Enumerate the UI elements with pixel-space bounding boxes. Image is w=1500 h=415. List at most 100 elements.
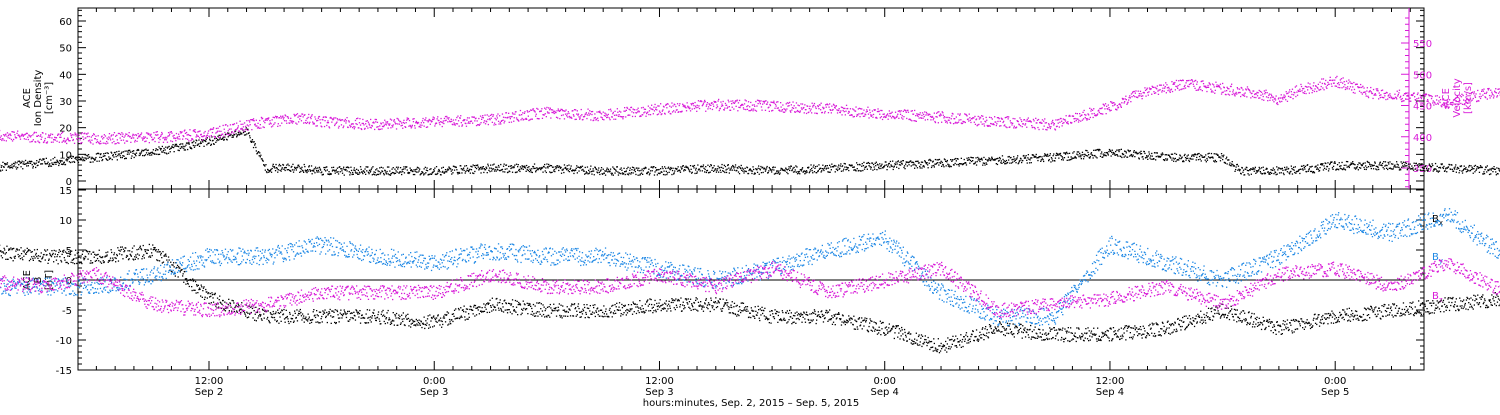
density-point bbox=[158, 146, 159, 147]
density-point bbox=[198, 139, 199, 140]
density-point bbox=[1478, 167, 1479, 168]
velocity-point bbox=[97, 141, 98, 142]
density-point bbox=[1403, 166, 1404, 167]
velocity-point bbox=[256, 120, 257, 121]
density-point bbox=[346, 170, 347, 171]
density-point bbox=[1304, 168, 1305, 169]
velocity-point bbox=[474, 120, 475, 121]
density-point bbox=[672, 168, 673, 169]
density-point bbox=[753, 169, 754, 170]
density-point bbox=[804, 170, 805, 171]
velocity-point bbox=[178, 138, 179, 139]
density-point bbox=[323, 174, 324, 175]
density-point bbox=[524, 166, 525, 167]
density-point bbox=[1366, 167, 1367, 168]
velocity-point bbox=[38, 135, 39, 136]
density-point bbox=[1452, 169, 1453, 170]
density-point bbox=[319, 167, 320, 168]
density-point bbox=[477, 164, 478, 165]
velocity-point bbox=[242, 129, 243, 130]
density-point bbox=[1384, 168, 1385, 169]
density-point bbox=[147, 154, 148, 155]
velocity-point bbox=[179, 138, 180, 139]
density-point bbox=[1456, 169, 1457, 170]
density-point bbox=[638, 175, 639, 176]
density-point bbox=[986, 162, 987, 163]
velocity-point bbox=[433, 119, 434, 120]
velocity-point bbox=[425, 117, 426, 118]
density-point bbox=[947, 164, 948, 165]
density-point bbox=[342, 173, 343, 174]
density-point bbox=[943, 166, 944, 167]
velocity-point bbox=[136, 135, 137, 136]
density-point bbox=[1424, 170, 1425, 171]
density-point bbox=[1349, 167, 1350, 168]
velocity-point bbox=[315, 125, 316, 126]
density-point bbox=[6, 170, 7, 171]
density-point bbox=[1435, 169, 1436, 170]
velocity-point bbox=[345, 122, 346, 123]
density-point bbox=[433, 169, 434, 170]
density-point bbox=[767, 166, 768, 167]
density-point bbox=[555, 168, 556, 169]
velocity-point bbox=[14, 132, 15, 133]
velocity-point bbox=[244, 122, 245, 123]
velocity-point bbox=[10, 135, 11, 136]
density-point bbox=[1403, 162, 1404, 163]
density-point bbox=[1281, 172, 1282, 173]
top-ylabel-right-line3: [km/s] bbox=[1463, 82, 1474, 114]
velocity-point bbox=[128, 135, 129, 136]
density-point bbox=[1010, 157, 1011, 158]
density-point bbox=[629, 173, 630, 174]
velocity-point bbox=[393, 120, 394, 121]
velocity-point bbox=[355, 120, 356, 121]
density-point bbox=[1002, 155, 1003, 156]
density-point bbox=[157, 149, 158, 150]
velocity-point bbox=[68, 139, 69, 140]
velocity-point bbox=[390, 127, 391, 128]
density-point bbox=[780, 170, 781, 171]
velocity-point bbox=[343, 127, 344, 128]
density-point bbox=[372, 166, 373, 167]
velocity-point bbox=[205, 131, 206, 132]
velocity-point bbox=[367, 127, 368, 128]
velocity-point bbox=[166, 137, 167, 138]
density-point bbox=[843, 169, 844, 170]
velocity-point bbox=[145, 141, 146, 142]
density-point bbox=[90, 162, 91, 163]
density-point bbox=[1129, 151, 1130, 152]
velocity-point bbox=[376, 119, 377, 120]
density-point bbox=[714, 165, 715, 166]
velocity-point bbox=[206, 137, 207, 138]
density-point bbox=[917, 167, 918, 168]
density-point bbox=[1407, 169, 1408, 170]
velocity-point bbox=[114, 132, 115, 133]
density-point bbox=[765, 171, 766, 172]
density-point bbox=[999, 157, 1000, 158]
velocity-point bbox=[89, 136, 90, 137]
density-point bbox=[638, 168, 639, 169]
velocity-point bbox=[310, 118, 311, 119]
velocity-point bbox=[80, 139, 81, 140]
density-point bbox=[1262, 173, 1263, 174]
velocity-point bbox=[217, 131, 218, 132]
density-point bbox=[536, 167, 537, 168]
velocity-point bbox=[492, 116, 493, 117]
density-point bbox=[1246, 167, 1247, 168]
density-point bbox=[304, 164, 305, 165]
density-point bbox=[16, 162, 17, 163]
density-point bbox=[154, 153, 155, 154]
velocity-point bbox=[28, 139, 29, 140]
velocity-point bbox=[457, 116, 458, 117]
density-point bbox=[567, 165, 568, 166]
velocity-point bbox=[169, 134, 170, 135]
density-point bbox=[920, 167, 921, 168]
velocity-point bbox=[250, 124, 251, 125]
velocity-point bbox=[312, 121, 313, 122]
density-point bbox=[251, 141, 252, 142]
velocity-point bbox=[468, 123, 469, 124]
density-point bbox=[650, 170, 651, 171]
density-point bbox=[1115, 151, 1116, 152]
density-point bbox=[1231, 165, 1232, 166]
velocity-point bbox=[276, 117, 277, 118]
